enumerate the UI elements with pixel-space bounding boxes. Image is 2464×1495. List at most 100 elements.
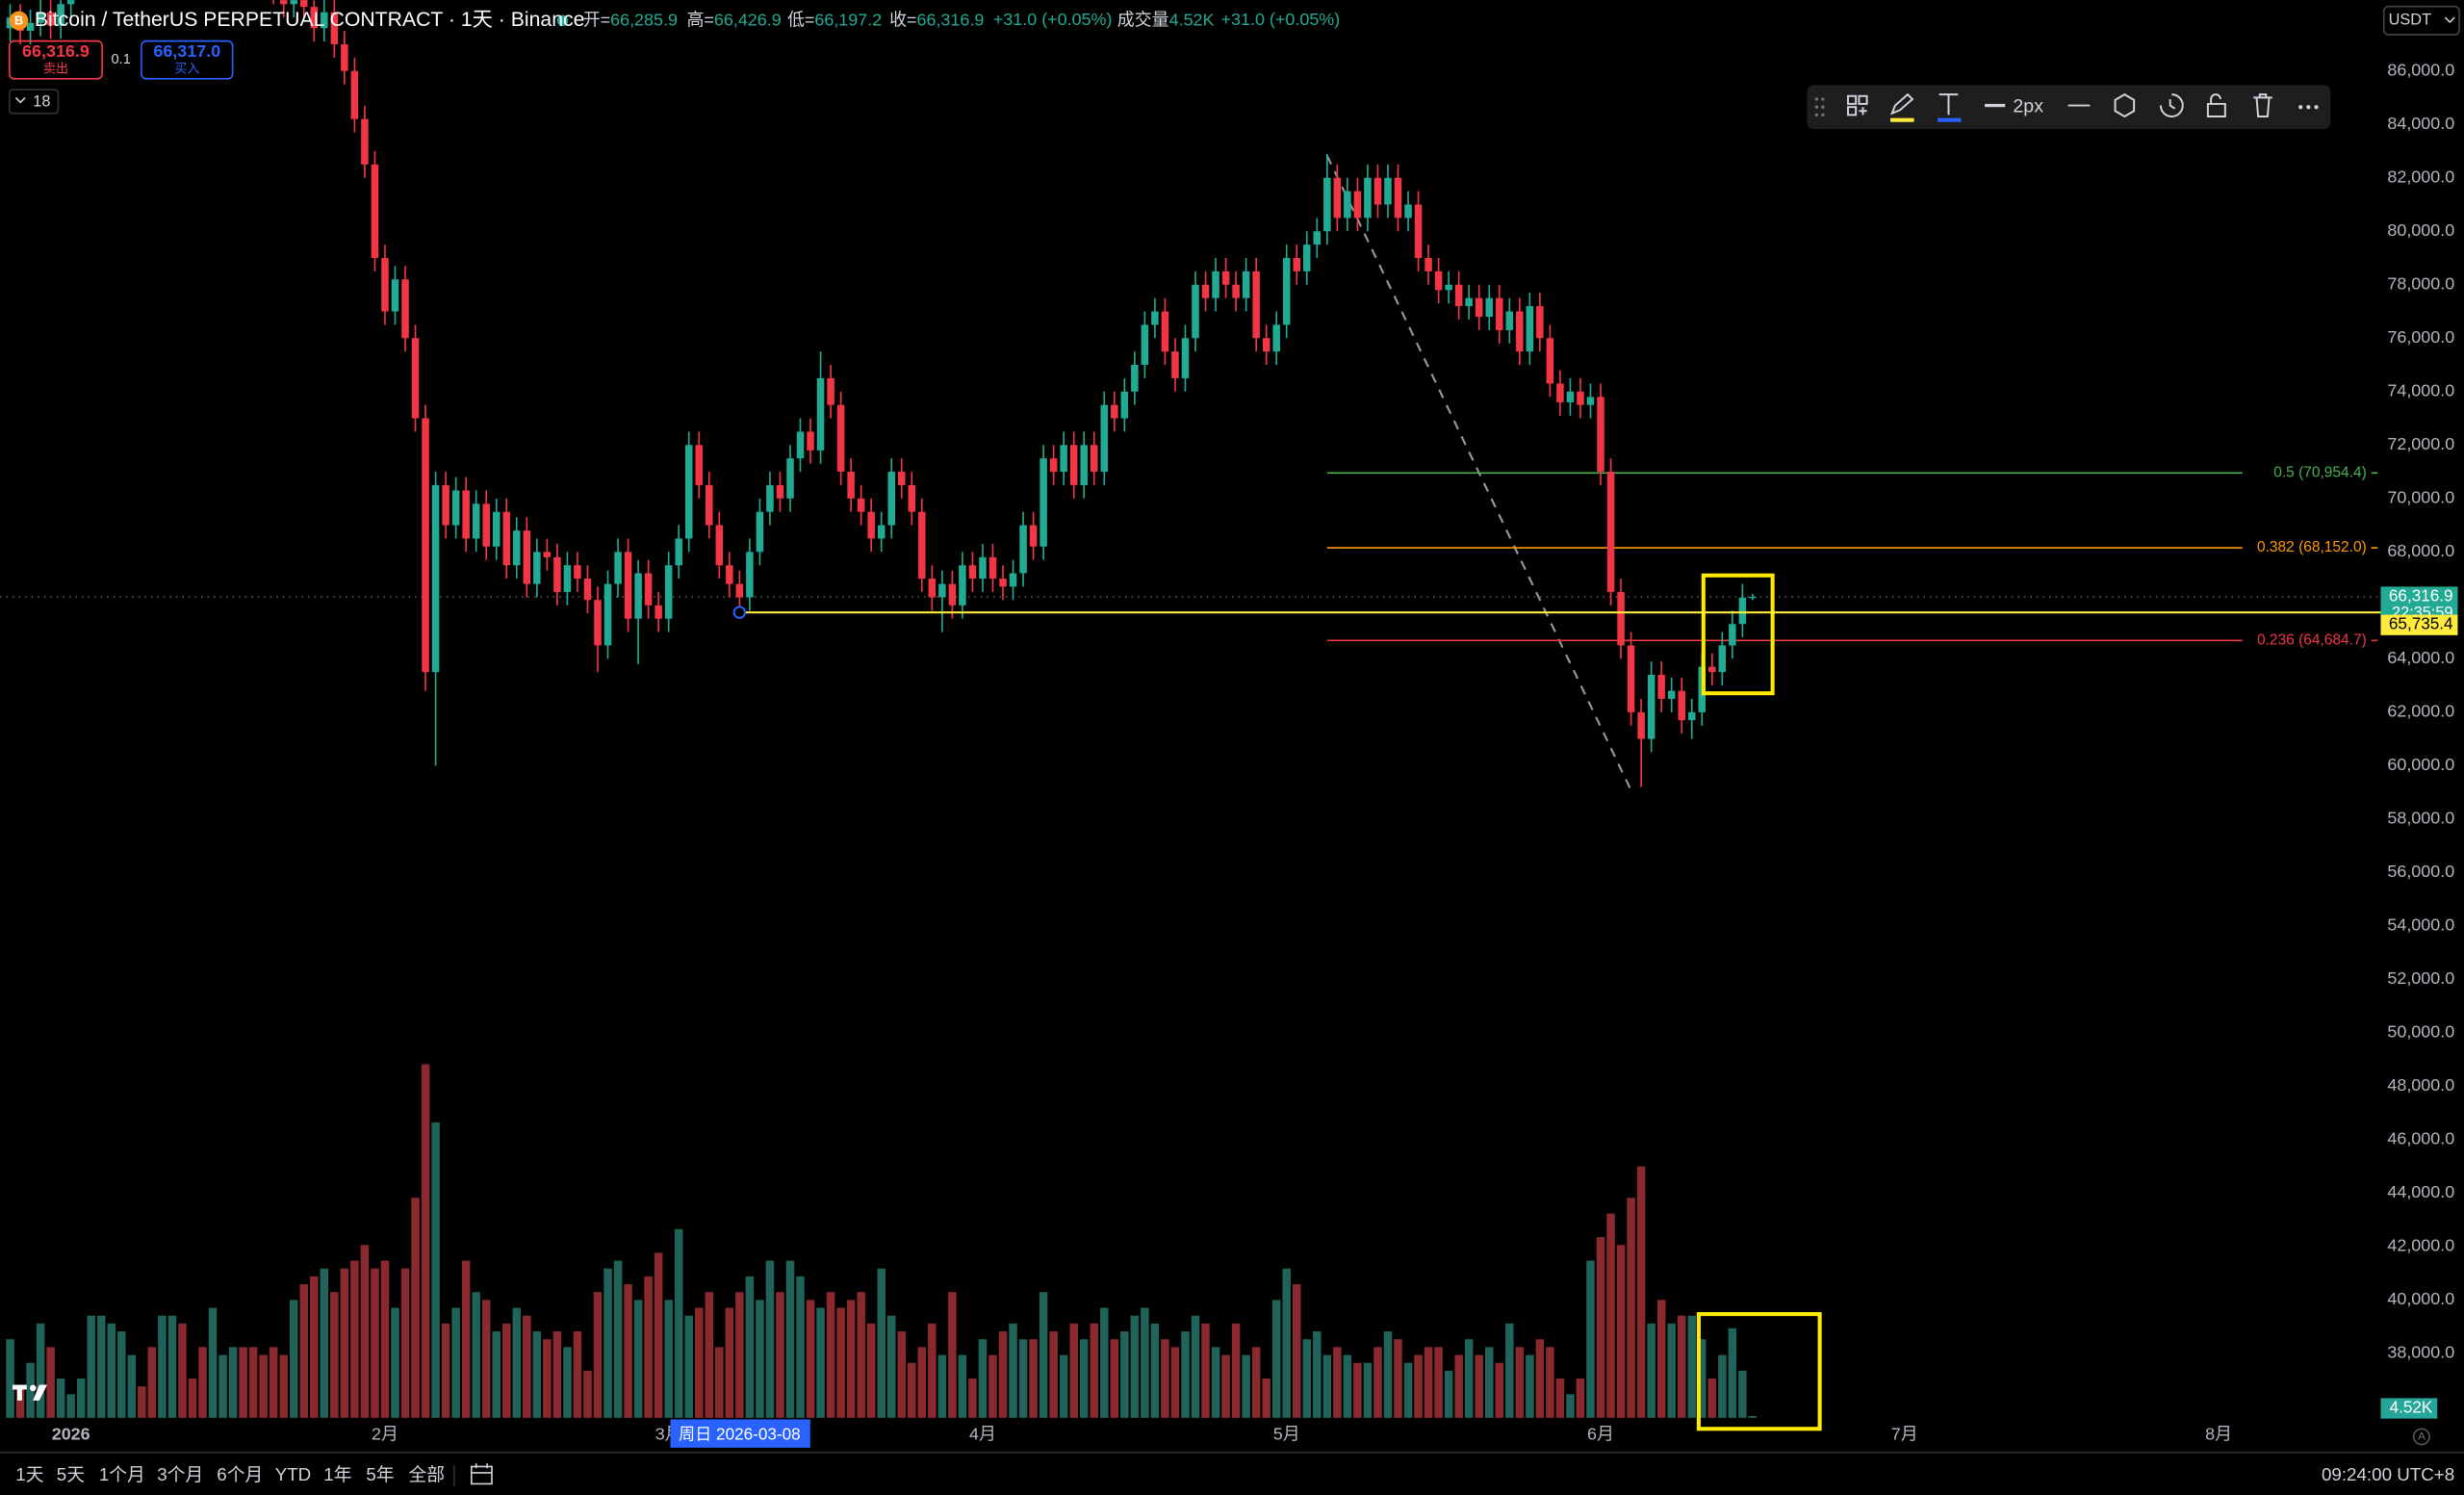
volume-bar (1707, 1379, 1717, 1418)
text-color-icon[interactable] (1938, 93, 1959, 116)
candle-body (1181, 338, 1190, 378)
volume-bar (1161, 1339, 1169, 1418)
line-color-icon[interactable] (1889, 92, 1914, 116)
volume-bar (877, 1268, 886, 1418)
candle-body (1272, 324, 1280, 352)
indicator-count[interactable]: 18 (33, 93, 50, 111)
buy-button[interactable] (141, 39, 234, 80)
volume-bar (613, 1260, 623, 1418)
candle-body (46, 12, 55, 26)
volume-bar (968, 1379, 977, 1418)
candle-body (533, 552, 541, 584)
candle-body (1708, 666, 1716, 673)
ohlc-value: 66,197.2 (814, 10, 882, 29)
width-icon[interactable] (1985, 103, 2006, 108)
range-button[interactable]: 1天 (15, 1464, 43, 1484)
volume-bar (188, 1379, 197, 1418)
candle-body (1171, 351, 1179, 378)
y-tick-label: 50,000.0 (2387, 1022, 2454, 1042)
candle-body (1627, 645, 1635, 712)
volume-bar (400, 1268, 410, 1418)
range-button[interactable]: 5天 (57, 1464, 85, 1484)
auto-scale[interactable] (2412, 1428, 2430, 1446)
candle-body (1009, 573, 1017, 587)
status-dot (556, 14, 569, 27)
volume-bar (1130, 1315, 1140, 1418)
y-tick-label: 38,000.0 (2387, 1343, 2454, 1362)
candle-body (1384, 177, 1392, 205)
volume-bar (563, 1347, 572, 1418)
stroke-width[interactable]: 2px (2013, 95, 2043, 116)
candle-body (350, 70, 359, 119)
candle-body (1434, 271, 1443, 291)
date-range-icon[interactable] (470, 1463, 493, 1485)
auto-scale-label[interactable]: A (2418, 1431, 2426, 1442)
range-button[interactable]: 1年 (323, 1464, 351, 1484)
volume-bar (1394, 1339, 1402, 1418)
volume-bar (1018, 1339, 1028, 1418)
volume-bar (725, 1307, 734, 1418)
settings-icon[interactable] (2114, 92, 2136, 118)
volume-bar (917, 1347, 927, 1418)
volume-bar (1526, 1354, 1534, 1418)
candle-body (1201, 284, 1210, 298)
candle-body (1475, 297, 1483, 318)
volume-bar (1271, 1300, 1281, 1418)
volume-bar (523, 1315, 531, 1418)
buy-label[interactable]: 买入 (174, 61, 199, 75)
ohlc-value: 66,316.9 (917, 10, 985, 29)
volume-bar (1667, 1323, 1676, 1418)
candle-body (746, 552, 754, 598)
lock-icon[interactable] (2206, 93, 2226, 117)
buy-price[interactable]: 66,317.0 (153, 41, 220, 61)
volume-bar (46, 1347, 55, 1418)
range-button[interactable]: 3个月 (157, 1464, 203, 1484)
volume-bar (1282, 1268, 1291, 1418)
sell-label[interactable]: 卖出 (43, 61, 68, 75)
candle-body (928, 579, 937, 598)
ohlc-value: 66,285.9 (610, 10, 678, 29)
candle-body (786, 458, 794, 499)
hline-label: 65,735.4 (2389, 614, 2453, 633)
y-tick-label: 72,000.0 (2387, 434, 2454, 453)
range-button[interactable]: 全部 (408, 1464, 445, 1484)
range-button[interactable]: 6个月 (217, 1464, 263, 1484)
volume-bar (56, 1379, 65, 1418)
volume-bar (1069, 1323, 1078, 1418)
sell-button[interactable] (8, 39, 103, 80)
ohlc-key: 低= (787, 10, 814, 29)
candle-body (684, 445, 693, 539)
templates-icon[interactable] (1847, 94, 1868, 116)
volume-bar (461, 1260, 471, 1418)
indicator-toggle[interactable] (8, 89, 60, 115)
more-icon[interactable] (2298, 105, 2319, 110)
drag-handle[interactable] (1814, 97, 1825, 116)
volume-bar (1698, 1339, 1707, 1418)
candle-body (1445, 284, 1452, 291)
sell-price[interactable]: 66,316.9 (22, 41, 90, 61)
x-tick-label: 6月 (1587, 1425, 1614, 1444)
candle-body (726, 565, 733, 584)
currency-select[interactable] (2382, 5, 2460, 36)
candle-body (1049, 458, 1058, 473)
ohlc-key: 开= (583, 10, 610, 29)
candle-body (553, 556, 561, 592)
currency[interactable]: USDT (2389, 12, 2431, 29)
y-tick-label: 68,000.0 (2387, 541, 2454, 560)
range-button[interactable]: 5年 (366, 1464, 394, 1484)
candle-body (1232, 284, 1240, 298)
volume-bar (664, 1300, 673, 1418)
y-tick-label: 42,000.0 (2387, 1236, 2454, 1255)
delete-icon[interactable] (2253, 93, 2272, 117)
candle-body (361, 118, 369, 165)
alert-icon[interactable] (2159, 93, 2184, 117)
volume-bar (259, 1354, 268, 1418)
range-button[interactable]: YTD (275, 1464, 312, 1484)
volume-bar (1505, 1323, 1514, 1418)
line-anchor[interactable] (732, 606, 747, 619)
candle-body (563, 565, 572, 592)
candle-body (391, 279, 399, 312)
volume-bar (603, 1268, 612, 1418)
range-button[interactable]: 1个月 (99, 1464, 145, 1484)
highlight-box (1701, 573, 1775, 696)
